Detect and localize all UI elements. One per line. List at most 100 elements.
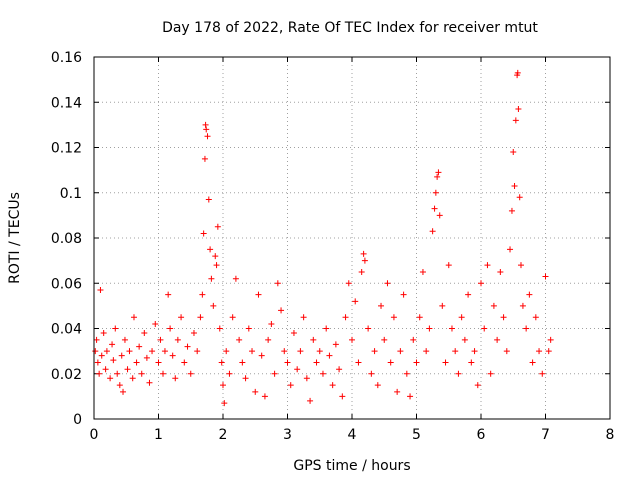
data-point [410,336,417,343]
data-point [223,348,230,355]
data-point [515,106,522,113]
data-point [394,388,401,395]
data-point [284,359,291,366]
data-point [445,262,452,269]
data-point [102,366,109,373]
data-point [381,336,388,343]
axis-ticks: 0 1 2 3 4 5 6 7 8 0 0.02 0.04 0.06 0.08 0.1 0.12 0.14 0.1… [51,50,615,443]
x-tick-label: 2 [219,427,228,443]
data-point [387,359,394,366]
data-point [200,230,207,237]
data-point [136,343,143,350]
y-tick-label: 0.02 [51,367,82,383]
data-point [316,348,323,355]
data-point [465,291,472,298]
x-tick-label: 0 [90,427,99,443]
data-point [287,382,294,389]
data-point [471,348,478,355]
data-point [403,370,410,377]
data-point [181,359,188,366]
data-point [218,359,225,366]
data-point [174,336,181,343]
data-point [152,320,159,327]
data-point [97,287,104,294]
data-point [532,314,539,321]
data-point [507,246,514,253]
data-point [307,397,314,404]
data-point [252,388,259,395]
data-point [216,325,223,332]
y-tick-label: 0.06 [51,276,82,292]
data-point [118,352,125,359]
data-point [329,382,336,389]
data-point [358,268,365,275]
data-points [92,69,554,407]
data-point [319,370,326,377]
data-point [204,133,211,140]
data-point [378,302,385,309]
data-point [431,205,438,212]
plot-frame [93,56,611,420]
data-point [355,359,362,366]
data-point [326,352,333,359]
data-point [229,314,236,321]
x-tick-label: 6 [477,427,486,443]
data-point [92,348,99,355]
data-point [545,348,552,355]
data-point [129,375,136,382]
data-point [516,194,523,201]
data-point [360,250,367,257]
data-point [255,291,262,298]
data-point [98,352,105,359]
data-point [100,330,107,337]
data-point [93,336,100,343]
data-point [426,325,433,332]
data-point [432,189,439,196]
data-point [300,314,307,321]
data-point [169,352,176,359]
data-point [508,207,515,214]
data-point [133,359,140,366]
data-point [160,370,167,377]
data-point [126,348,133,355]
data-point [155,359,162,366]
x-tick-label: 1 [154,427,163,443]
data-point [434,173,441,180]
data-point [258,352,265,359]
data-point [332,341,339,348]
data-point [539,370,546,377]
data-point [511,182,518,189]
data-point [416,314,423,321]
data-point [439,302,446,309]
x-tick-label: 3 [283,427,292,443]
data-point [455,370,462,377]
data-point [249,348,256,355]
data-point [194,348,201,355]
data-point [278,307,285,314]
data-point [429,228,436,235]
data-point [187,370,194,377]
data-point [526,291,533,298]
y-tick-label: 0.1 [60,186,82,202]
data-point [478,280,484,287]
data-point [210,302,217,309]
y-tick-label: 0.16 [51,50,82,66]
data-point [352,298,359,305]
chart-title: Day 178 of 2022, Rate Of TEC Index for r… [162,20,538,36]
y-tick-label: 0 [73,412,82,428]
data-point [96,370,103,377]
data-point [107,375,114,382]
data-point [201,155,208,162]
data-point [203,126,210,133]
data-point [461,336,468,343]
data-point [468,359,475,366]
data-point [165,291,172,298]
data-point [497,268,504,275]
data-point [138,370,145,377]
data-point [109,341,116,348]
data-point [271,370,278,377]
y-tick-label: 0.08 [51,231,82,247]
data-point [110,357,117,364]
data-point [419,268,426,275]
